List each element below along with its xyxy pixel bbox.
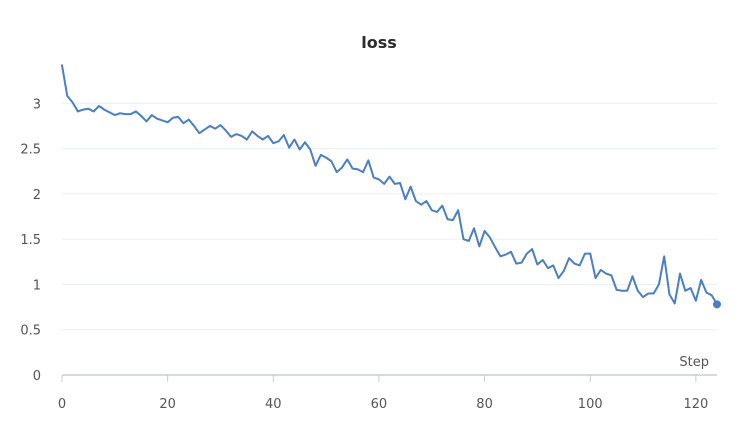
x-tick-label: 100 xyxy=(578,397,603,412)
x-tick-label: 20 xyxy=(159,397,176,412)
last-point-marker xyxy=(713,300,721,309)
gridlines xyxy=(62,102,717,331)
y-tick-label: 3 xyxy=(33,97,41,112)
x-tick-label: 120 xyxy=(683,397,708,412)
x-tick-label: 60 xyxy=(371,397,388,412)
y-tick-label: 1 xyxy=(33,278,41,293)
x-tick-label: 0 xyxy=(58,397,66,412)
x-axis-label: Step xyxy=(679,355,709,370)
chart-title: loss xyxy=(361,33,397,52)
loss-series-line xyxy=(61,64,718,306)
y-tick-label: 2.5 xyxy=(20,143,41,158)
x-tick-label: 80 xyxy=(476,397,493,412)
series-layer xyxy=(61,64,721,309)
y-tick-label: 0.5 xyxy=(20,324,41,339)
axes: 0 0.5 1 1.5 2 2.5 3 0 20 40 60 80 100 120 xyxy=(20,97,717,412)
y-tick-label: 0 xyxy=(33,369,41,384)
y-tick-label: 2 xyxy=(33,188,41,203)
x-tick-label: 40 xyxy=(265,397,282,412)
y-tick-label: 1.5 xyxy=(20,233,41,248)
